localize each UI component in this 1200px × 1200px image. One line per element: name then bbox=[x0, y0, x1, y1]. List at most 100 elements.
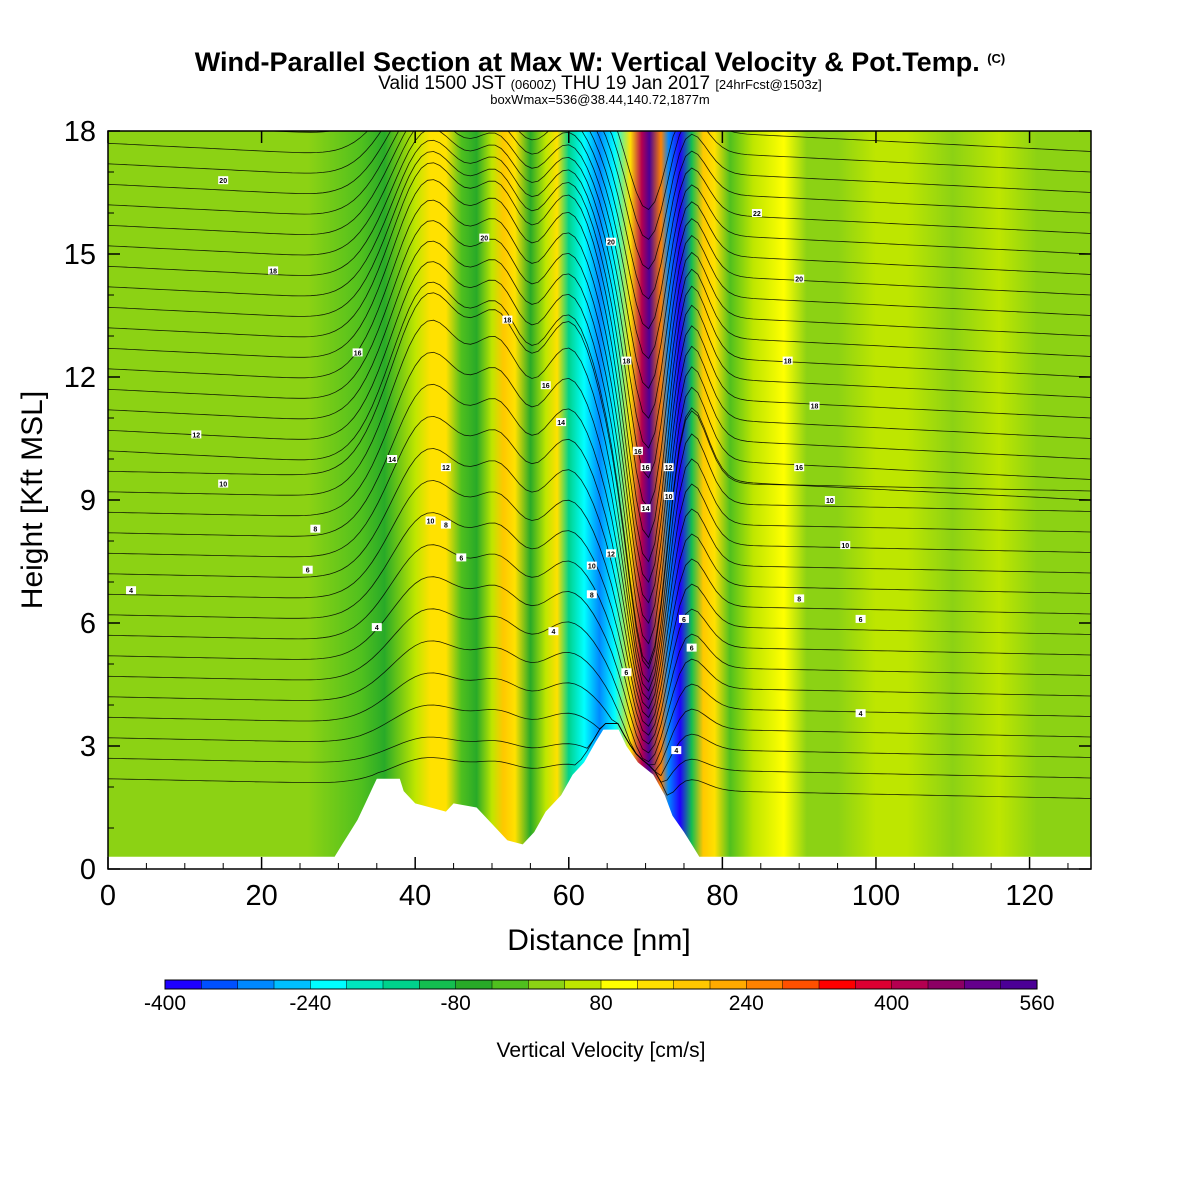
theta-contour-line bbox=[616, 131, 1091, 211]
chart-title: Wind-Parallel Section at Max W: Vertical… bbox=[0, 44, 1200, 77]
theta-contour-label: 14 bbox=[640, 504, 651, 513]
theta-contour-label: 6 bbox=[678, 614, 689, 624]
svg-text:18: 18 bbox=[784, 359, 792, 366]
theta-contour-line bbox=[108, 448, 1091, 719]
theta-contour-line bbox=[108, 319, 1091, 683]
svg-text:6: 6 bbox=[459, 555, 463, 562]
colorbar-swatch bbox=[455, 979, 493, 990]
svg-text:4: 4 bbox=[129, 588, 133, 595]
theta-contour-label: 16 bbox=[640, 463, 651, 472]
svg-text:4: 4 bbox=[375, 625, 379, 632]
svg-text:10: 10 bbox=[841, 543, 849, 550]
svg-text:8: 8 bbox=[444, 523, 448, 530]
theta-contour-line bbox=[108, 179, 1091, 563]
colorbar-swatch bbox=[600, 979, 638, 990]
x-tick-label: 120 bbox=[1005, 880, 1053, 912]
colorbar-swatch bbox=[491, 979, 529, 990]
svg-text:20: 20 bbox=[607, 240, 615, 247]
forecast-info: [24hrFcst@1503z] bbox=[715, 77, 822, 92]
theta-contour-label: 18 bbox=[502, 315, 513, 325]
theta-contour-line bbox=[108, 576, 1091, 754]
colorbar: -400 -240 -80 80 240 400 560 bbox=[144, 979, 1055, 1015]
theta-contour-label: 16 bbox=[540, 381, 551, 390]
colorbar-swatch bbox=[310, 979, 348, 990]
theta-contour-label: 10 bbox=[425, 516, 436, 526]
colorbar-tick-label: -400 bbox=[144, 992, 186, 1015]
svg-text:14: 14 bbox=[557, 420, 565, 427]
theta-contour-line bbox=[108, 672, 1091, 772]
theta-contour-line bbox=[108, 139, 1091, 479]
colorbar-label: Vertical Velocity [cm/s] bbox=[497, 1039, 706, 1062]
theta-contour-line bbox=[108, 131, 1091, 270]
theta-contour-labels: 20 18 16 12 10 8 6 4 14 12 10 8 6 4 20 18 16 14 4 20 18 16 16 1… bbox=[126, 176, 866, 755]
svg-text:8: 8 bbox=[590, 592, 594, 599]
theta-contour-label: 4 bbox=[855, 709, 866, 718]
valid-utc: (0600Z) bbox=[510, 77, 557, 92]
svg-text:18: 18 bbox=[503, 318, 511, 325]
theta-contour-line bbox=[108, 383, 1091, 701]
svg-text:4: 4 bbox=[674, 748, 678, 755]
theta-contour-line bbox=[108, 162, 1091, 539]
svg-text:16: 16 bbox=[642, 465, 650, 472]
theta-contour-line bbox=[108, 240, 1091, 624]
theta-contour-line bbox=[108, 351, 1091, 692]
y-tick-label: 9 bbox=[80, 485, 96, 517]
theta-contour-label: 6 bbox=[302, 565, 313, 575]
colorbar-frame bbox=[164, 979, 1038, 990]
svg-text:16: 16 bbox=[354, 350, 362, 357]
theta-contour-label: 12 bbox=[440, 463, 451, 472]
box-max-info: boxWmax=536@38.44,140.72,1877m bbox=[490, 92, 710, 107]
theta-contour-label: 8 bbox=[586, 590, 597, 599]
svg-text:10: 10 bbox=[588, 564, 596, 571]
colorbar-swatch bbox=[891, 979, 929, 990]
theta-contour-label: 18 bbox=[621, 356, 632, 366]
svg-text:6: 6 bbox=[690, 646, 694, 653]
colorbar-swatch bbox=[237, 979, 275, 990]
svg-text:14: 14 bbox=[642, 506, 650, 513]
svg-text:20: 20 bbox=[219, 178, 227, 185]
theta-contour-label: 16 bbox=[794, 463, 805, 472]
x-tick-label: 40 bbox=[399, 880, 431, 912]
valid-prefix: Valid 1500 JST bbox=[378, 73, 506, 94]
theta-contour-label: 4 bbox=[371, 623, 382, 632]
theta-contour-line bbox=[108, 640, 1091, 766]
svg-text:16: 16 bbox=[542, 383, 550, 390]
svg-text:14: 14 bbox=[388, 457, 396, 464]
theta-contour-label: 20 bbox=[606, 237, 617, 247]
y-tick-label: 0 bbox=[80, 854, 96, 886]
theta-contour-line bbox=[108, 220, 1091, 604]
x-tick-label: 60 bbox=[553, 880, 585, 912]
theta-contours bbox=[108, 131, 1091, 799]
svg-text:6: 6 bbox=[624, 670, 628, 677]
colorbar-tick-label: -80 bbox=[440, 992, 470, 1015]
svg-text:20: 20 bbox=[795, 277, 803, 284]
colorbar-swatch bbox=[346, 979, 384, 990]
theta-contour-label: 8 bbox=[440, 520, 451, 530]
y-tick-label: 15 bbox=[64, 239, 96, 271]
colorbar-swatch bbox=[927, 979, 965, 990]
svg-text:8: 8 bbox=[313, 527, 317, 534]
theta-contour-line bbox=[108, 281, 1091, 665]
theta-contour-label: 4 bbox=[126, 586, 137, 595]
y-axis: 0 3 6 9 12 15 18 bbox=[64, 116, 1091, 886]
theta-contour-line bbox=[108, 704, 1091, 777]
theta-contour-label: 20 bbox=[218, 176, 229, 185]
theta-contour-line bbox=[108, 480, 1091, 727]
theta-contour-line bbox=[108, 199, 1091, 583]
theta-contour-label: 16 bbox=[352, 348, 363, 357]
svg-text:12: 12 bbox=[442, 465, 450, 472]
theta-contour-line bbox=[108, 131, 1091, 389]
colorbar-swatch bbox=[528, 979, 566, 990]
x-tick-label: 20 bbox=[245, 880, 277, 912]
theta-contour-label: 12 bbox=[663, 463, 674, 472]
theta-contour-label: 12 bbox=[606, 549, 617, 558]
colorbar-swatch bbox=[782, 979, 820, 990]
colorbar-swatch bbox=[273, 979, 311, 990]
theta-contour-label: 18 bbox=[809, 401, 820, 411]
svg-text:18: 18 bbox=[811, 404, 819, 411]
theta-contour-label: 16 bbox=[632, 446, 643, 456]
chart-title-text: Wind-Parallel Section at Max W: Vertical… bbox=[194, 47, 980, 77]
theta-contour-label: 8 bbox=[794, 594, 805, 603]
x-tick-label: 100 bbox=[852, 880, 900, 912]
